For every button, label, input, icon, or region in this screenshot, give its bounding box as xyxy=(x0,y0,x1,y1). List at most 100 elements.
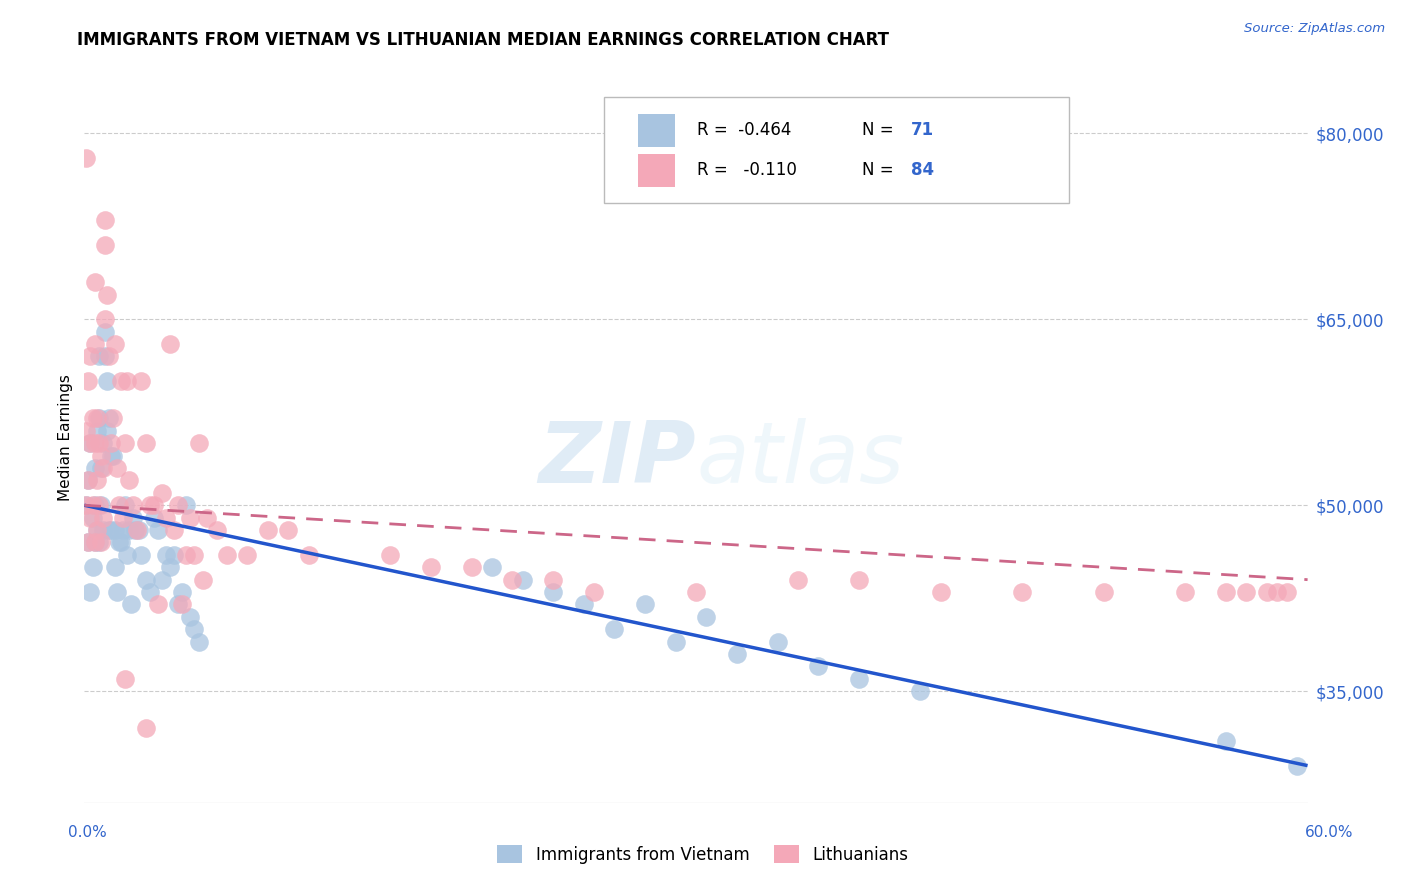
Point xyxy=(91,461,114,475)
Point xyxy=(167,498,190,512)
Point xyxy=(91,510,114,524)
Point xyxy=(100,449,122,463)
Point xyxy=(138,585,160,599)
Text: IMMIGRANTS FROM VIETNAM VS LITHUANIAN MEDIAN EARNINGS CORRELATION CHART: IMMIGRANTS FROM VIETNAM VS LITHUANIAN ME… xyxy=(77,31,890,49)
Point xyxy=(910,684,932,698)
Point xyxy=(122,510,145,524)
Point xyxy=(90,535,112,549)
Point xyxy=(172,598,194,612)
Text: 0.0%: 0.0% xyxy=(67,825,107,840)
Point xyxy=(104,560,127,574)
Text: R =   -0.110: R = -0.110 xyxy=(697,161,797,179)
Point xyxy=(603,622,626,636)
Point xyxy=(138,498,160,512)
Point xyxy=(112,523,135,537)
Point xyxy=(127,523,149,537)
Point xyxy=(100,436,122,450)
Point xyxy=(108,498,131,512)
Point xyxy=(1256,585,1278,599)
Point xyxy=(90,461,112,475)
Point xyxy=(848,573,870,587)
Point xyxy=(104,523,127,537)
Point xyxy=(77,374,100,388)
Point xyxy=(695,610,717,624)
Point xyxy=(163,523,186,537)
Point xyxy=(146,523,169,537)
Point xyxy=(502,573,524,587)
Point xyxy=(380,548,402,562)
Point xyxy=(1092,585,1115,599)
Point xyxy=(112,510,135,524)
Text: 84: 84 xyxy=(911,161,935,179)
Point xyxy=(120,598,142,612)
Point xyxy=(86,523,108,537)
Point xyxy=(115,374,138,388)
Point xyxy=(82,411,104,425)
Point xyxy=(79,436,101,450)
Point xyxy=(97,411,120,425)
Point xyxy=(572,598,595,612)
Point xyxy=(787,573,810,587)
Point xyxy=(87,498,110,512)
Point xyxy=(79,510,101,524)
Point xyxy=(79,350,101,364)
Point xyxy=(172,585,194,599)
Point xyxy=(96,374,118,388)
Point xyxy=(163,548,186,562)
Point xyxy=(83,337,105,351)
Point xyxy=(87,350,110,364)
Point xyxy=(96,424,118,438)
Point xyxy=(86,474,108,488)
Point xyxy=(848,672,870,686)
Point xyxy=(86,424,108,438)
Point xyxy=(146,598,169,612)
Point xyxy=(82,498,104,512)
Point xyxy=(543,573,565,587)
Point xyxy=(135,436,157,450)
Point xyxy=(174,548,197,562)
Point xyxy=(1215,585,1237,599)
Point xyxy=(87,411,110,425)
Point xyxy=(83,275,105,289)
Point xyxy=(725,647,748,661)
Point xyxy=(205,523,228,537)
Point xyxy=(1174,585,1197,599)
FancyBboxPatch shape xyxy=(638,154,675,187)
Point xyxy=(97,350,120,364)
Point xyxy=(91,523,114,537)
Point xyxy=(665,634,688,648)
Point xyxy=(512,573,534,587)
Point xyxy=(128,523,150,537)
Text: Source: ZipAtlas.com: Source: ZipAtlas.com xyxy=(1244,22,1385,36)
Point xyxy=(634,598,657,612)
Text: N =: N = xyxy=(862,121,900,139)
Point xyxy=(685,585,707,599)
Point xyxy=(150,486,173,500)
Point xyxy=(179,610,201,624)
Point xyxy=(79,585,101,599)
Point xyxy=(91,436,114,450)
Point xyxy=(86,411,108,425)
Point xyxy=(83,461,105,475)
Point xyxy=(75,151,97,165)
Point xyxy=(82,510,104,524)
Point xyxy=(195,510,218,524)
Point xyxy=(115,548,138,562)
Point xyxy=(83,535,105,549)
Point xyxy=(131,374,153,388)
Point xyxy=(187,436,209,450)
Point xyxy=(167,598,190,612)
Point xyxy=(105,461,128,475)
Point xyxy=(83,436,105,450)
Point xyxy=(93,325,115,339)
Point xyxy=(114,436,136,450)
Point xyxy=(277,523,299,537)
Point xyxy=(105,585,128,599)
Point xyxy=(191,573,214,587)
Point xyxy=(77,474,100,488)
Point xyxy=(100,523,122,537)
Point xyxy=(101,449,124,463)
Point xyxy=(83,535,105,549)
Point xyxy=(77,535,100,549)
Point xyxy=(122,498,145,512)
